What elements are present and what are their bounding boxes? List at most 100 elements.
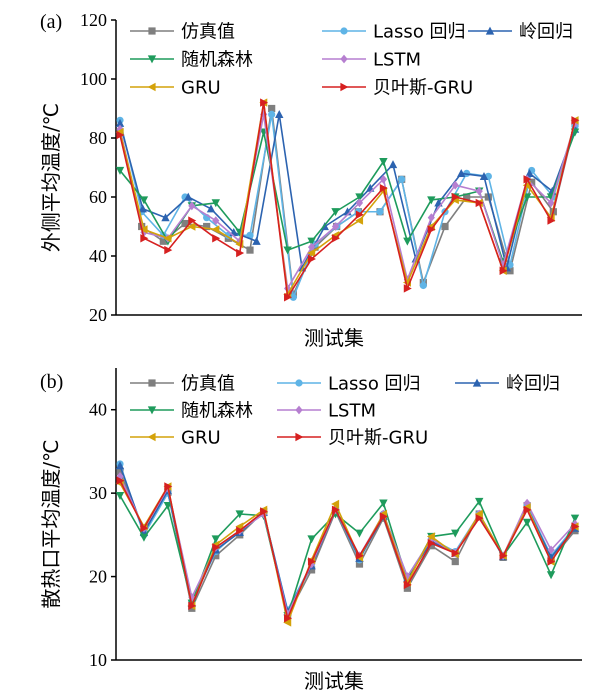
data-point (441, 222, 449, 231)
data-point (115, 461, 125, 470)
y-axis-title: 散热口平均温度/℃ (39, 439, 63, 608)
data-point (159, 237, 167, 245)
legend-label: GRU (181, 78, 221, 99)
legend-item: Lasso 回归 (277, 374, 421, 395)
legend-marker (147, 55, 157, 64)
data-point (570, 514, 580, 523)
data-point (474, 509, 483, 519)
data-point (140, 234, 149, 243)
legend-label: 仿真值 (181, 22, 235, 43)
series-贝叶斯-GRU (116, 98, 580, 302)
data-point (475, 497, 484, 506)
y-tick-label: 40 (89, 400, 107, 420)
series-line (119, 101, 576, 299)
data-point (236, 248, 245, 258)
data-point (451, 557, 459, 566)
data-point (138, 204, 147, 213)
x-axis-title: 测试集 (304, 669, 364, 691)
data-point (499, 266, 508, 275)
legend-item: LSTM (322, 50, 421, 71)
data-point (479, 171, 489, 180)
data-point (379, 499, 388, 508)
data-point (246, 246, 254, 254)
legend-marker (340, 27, 348, 35)
data-point (376, 208, 384, 216)
data-point (451, 549, 460, 558)
series-贝叶斯-GRU (116, 476, 580, 623)
data-point (403, 580, 412, 590)
y-tick-label: 30 (89, 483, 107, 503)
data-point (307, 535, 316, 544)
legend-marker (295, 379, 303, 387)
data-point (203, 222, 211, 231)
data-point (289, 293, 297, 301)
legend-label: GRU (181, 428, 221, 449)
data-point (115, 166, 125, 175)
legend-label: 岭回归 (506, 374, 560, 395)
data-point (211, 199, 220, 208)
data-point (252, 236, 261, 245)
y-tick-label: 20 (89, 305, 107, 325)
series-随机森林 (115, 492, 580, 621)
data-point (331, 499, 340, 509)
data-point (212, 216, 220, 225)
data-point (284, 293, 293, 302)
y-tick-label: 100 (80, 69, 107, 89)
data-point (457, 169, 466, 177)
data-point (355, 560, 364, 568)
data-point (164, 482, 173, 491)
panel-label: (a) (40, 11, 62, 33)
legend-marker (340, 54, 348, 64)
data-point (140, 523, 149, 533)
data-point (139, 225, 148, 234)
legend-marker (295, 405, 303, 415)
legend-marker (148, 27, 156, 35)
data-point (427, 542, 435, 550)
data-point (331, 505, 340, 515)
data-point (307, 566, 316, 574)
legend-marker (340, 82, 349, 92)
data-point (427, 539, 436, 548)
data-point (297, 263, 307, 272)
data-point (116, 467, 124, 476)
y-tick-label: 20 (89, 567, 107, 587)
data-point (403, 284, 412, 293)
data-point (307, 254, 316, 264)
legend-item: 仿真值 (130, 22, 235, 43)
data-point (188, 201, 196, 211)
y-tick-label: 40 (89, 246, 107, 266)
data-point (355, 198, 364, 208)
data-point (116, 476, 125, 485)
data-point (403, 237, 412, 246)
data-point (235, 510, 244, 519)
data-point (355, 529, 364, 538)
panel-a: 20 40 60 80 100 120 (a) 外侧平均温度/℃ 测试集 仿真值 Lasso 回归 岭… (39, 10, 582, 350)
legend-item: LSTM (277, 401, 376, 422)
data-point (188, 601, 197, 610)
data-point (398, 175, 406, 183)
data-point (268, 110, 276, 118)
data-point (427, 213, 435, 223)
data-point (187, 222, 196, 231)
data-point (161, 213, 170, 222)
data-point (523, 175, 532, 184)
legend-label: 仿真值 (181, 374, 235, 395)
data-point (212, 543, 221, 552)
data-point (212, 552, 220, 560)
data-point (206, 204, 216, 213)
data-point (275, 110, 284, 118)
data-point (355, 193, 364, 202)
data-point (181, 219, 189, 228)
data-point (475, 198, 484, 208)
data-point (355, 216, 364, 225)
data-point (115, 492, 125, 501)
data-point (463, 193, 471, 201)
data-point (379, 158, 388, 166)
data-point (379, 174, 388, 184)
legend-marker (147, 406, 157, 415)
legend-marker (295, 432, 304, 442)
series-GRU (115, 478, 579, 627)
data-point (331, 222, 340, 231)
data-point (355, 551, 364, 560)
data-point (331, 234, 340, 243)
